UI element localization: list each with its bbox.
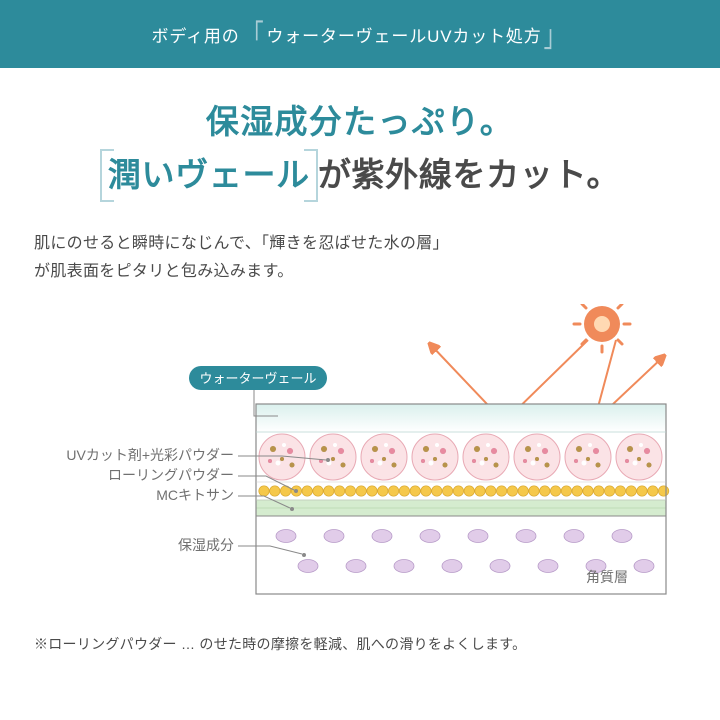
bracket-left: 「 [242,12,265,57]
skin-diagram-svg: 角質層 ウォーターヴェール UVカット剤+光彩パウダー ローリングパウダー MC… [34,304,686,624]
headline-line1: 保湿成分たっぷり。 [34,96,686,149]
svg-text:UVカット剤+光彩パウダー: UVカット剤+光彩パウダー [66,447,234,463]
header-prefix: ボディ用の [152,22,240,47]
body-text: 肌にのせると瞬時になじんで、「輝きを忍ばせた水の層」が肌表面をピタリと包み込みま… [34,230,686,286]
svg-text:ローリングパウダー: ローリングパウダー [108,467,234,483]
bracket-right: 」 [544,12,567,57]
main-content: 保湿成分たっぷり。 潤いヴェール が紫外線をカット。 肌にのせると瞬時になじんで… [0,68,720,624]
headline-boxed-wrap: 潤いヴェール [100,149,318,202]
headline-line2: 潤いヴェール が紫外線をカット。 [34,149,686,202]
svg-text:MCキトサン: MCキトサン [156,487,234,503]
footnote: ※ローリングパウダー … のせた時の摩擦を軽減、肌への滑りをよくします。 [34,634,686,654]
label-stratum-corneum: 角質層 [586,569,628,585]
headline-boxed: 潤いヴェール [100,156,318,193]
headline-rest: が紫外線をカット。 [318,156,620,193]
badge-water-veil: ウォーターヴェール [199,371,316,386]
header-band: ボディ用の 「 ウォーターヴェールUVカット処方 」 [0,0,720,68]
diagram: 角質層 ウォーターヴェール UVカット剤+光彩パウダー ローリングパウダー MC… [34,304,686,624]
headline: 保湿成分たっぷり。 潤いヴェール が紫外線をカット。 [34,96,686,202]
svg-text:保湿成分: 保湿成分 [178,537,234,553]
header-feature: ウォーターヴェールUVカット処方 [266,22,541,47]
